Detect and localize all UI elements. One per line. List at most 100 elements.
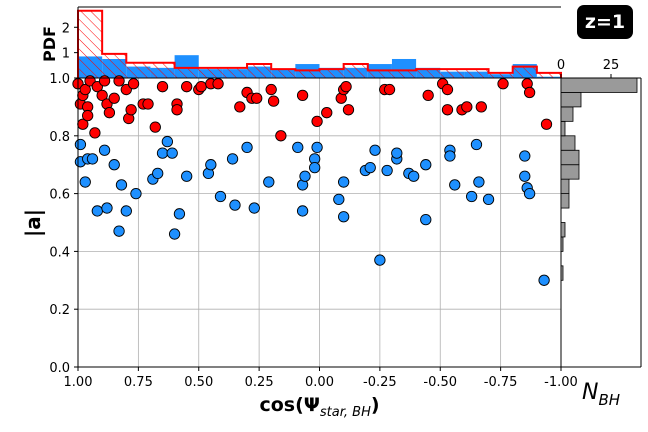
- scatter-point-red: [113, 75, 125, 87]
- scatter-point-blue: [86, 153, 99, 165]
- scatter-point-red: [156, 81, 169, 93]
- x-tick-label: 0.50: [184, 375, 213, 390]
- scatter-point-blue: [470, 138, 483, 151]
- scatter-point-blue: [519, 170, 531, 182]
- scatter-point-blue: [333, 193, 345, 206]
- scatter-point-red: [234, 101, 246, 113]
- y-tick-label: 0.4: [49, 245, 70, 260]
- scatter-point-blue: [205, 159, 217, 171]
- right-hist-bar: [560, 193, 570, 209]
- top-hist-red-hatch: [271, 69, 296, 78]
- scatter-point-blue: [408, 170, 420, 182]
- top-hist-red-outline: [77, 9, 562, 78]
- scatter-point-red: [96, 89, 108, 101]
- scatter-point-blue: [248, 202, 260, 214]
- scatter-point-blue: [465, 190, 478, 203]
- right-x-tick-label: 25: [603, 58, 620, 73]
- scatter-point-blue: [538, 274, 550, 286]
- scatter-point-red: [265, 83, 277, 96]
- scatter-point-blue: [161, 135, 174, 148]
- top-hist-red-hatch: [536, 72, 561, 78]
- scatter-point-blue: [156, 147, 169, 159]
- scatter-point-blue: [296, 205, 309, 217]
- top-hist-red-hatch: [440, 69, 465, 78]
- scatter-point-blue: [226, 153, 239, 165]
- top-hist-red-hatch: [367, 70, 392, 78]
- scatter-point-blue: [214, 190, 227, 203]
- scatter-point-blue: [98, 144, 111, 156]
- scatter-point-blue: [168, 228, 181, 240]
- top-hist-red-hatch: [295, 70, 320, 78]
- scatter-point-red: [79, 83, 91, 96]
- scatter-point-blue: [391, 147, 403, 159]
- scatter-point-blue: [369, 144, 381, 156]
- scatter-point-red: [212, 78, 224, 90]
- x-tick-label: 0.25: [245, 375, 274, 390]
- scatter-point-red: [127, 78, 140, 90]
- scatter-point-red: [89, 127, 101, 139]
- scatter-point-red: [441, 83, 454, 96]
- scatter-point-blue: [173, 208, 186, 220]
- top-hist-red-hatch: [102, 53, 127, 78]
- scatter-point-blue: [420, 159, 432, 171]
- y-tick-label: 1.0: [49, 72, 70, 87]
- scatter-point-red: [82, 109, 94, 122]
- scatter-point-blue: [115, 179, 128, 191]
- scatter-point-blue: [113, 225, 125, 237]
- scatter-point-blue: [374, 254, 386, 266]
- scatter-point-blue: [263, 176, 275, 188]
- right-hist-bar: [560, 178, 570, 194]
- x-axis-label: cos(Ψstar, BH): [259, 394, 379, 420]
- scatter-point-blue: [91, 205, 103, 217]
- right-x-tick-label: 0: [557, 58, 565, 73]
- top-hist-red-hatch: [464, 69, 489, 78]
- y-axis-label: |a|: [21, 209, 45, 237]
- right-hist-bar: [560, 106, 574, 122]
- right-x-axis-label: NBH: [582, 380, 620, 409]
- scatter-point-blue: [74, 138, 87, 151]
- scatter-point-blue: [482, 193, 495, 206]
- scatter-point-red: [461, 101, 473, 113]
- top-hist-red-hatch: [319, 69, 344, 78]
- scatter-point-blue: [449, 179, 461, 191]
- scatter-point-blue: [79, 176, 91, 188]
- x-tick-label: -0.25: [363, 375, 397, 390]
- scatter-point-red: [311, 115, 323, 128]
- top-y-tick-label: 2: [62, 21, 70, 36]
- right-hist-bar: [560, 164, 580, 180]
- scatter-point-blue: [241, 141, 253, 154]
- top-hist-red-hatch: [222, 67, 248, 78]
- scatter-point-red: [441, 104, 454, 116]
- y-tick-label: 0.6: [49, 188, 70, 203]
- right-hist-bar: [560, 77, 638, 93]
- top-hist-red-hatch: [247, 64, 272, 78]
- scatter-point-blue: [309, 161, 321, 174]
- scatter-point-red: [108, 92, 120, 104]
- scatter-point-blue: [473, 176, 485, 188]
- right-hist-bar: [560, 149, 580, 166]
- scatter-point-red: [497, 78, 509, 90]
- x-tick-label: 0.75: [124, 375, 153, 390]
- top-hist-red-hatch: [174, 67, 199, 78]
- scatter-point-blue: [299, 170, 311, 182]
- scatter-point-blue: [108, 159, 120, 171]
- right-hist-bar: [560, 120, 566, 137]
- top-hist-red-hatch: [150, 62, 175, 78]
- scatter-point-blue: [120, 205, 132, 217]
- top-hist-red-hatch: [416, 69, 441, 78]
- scatter-point-red: [267, 95, 280, 107]
- scatter-point-red: [321, 107, 333, 119]
- right-hist-bar: [560, 222, 566, 238]
- scatter-point-blue: [519, 150, 531, 162]
- scatter-point-red: [125, 104, 137, 116]
- x-tick-label: -0.50: [423, 375, 457, 390]
- scatter-point-red: [142, 98, 154, 110]
- scatter-point-red: [103, 107, 116, 119]
- top-hist-red-hatch: [126, 62, 151, 78]
- scatter-point-blue: [311, 141, 323, 154]
- scatter-point-red: [340, 81, 352, 93]
- x-tick-label: 1.00: [64, 375, 93, 390]
- x-tick-label: -0.75: [484, 375, 518, 390]
- scatter-point-blue: [420, 213, 432, 226]
